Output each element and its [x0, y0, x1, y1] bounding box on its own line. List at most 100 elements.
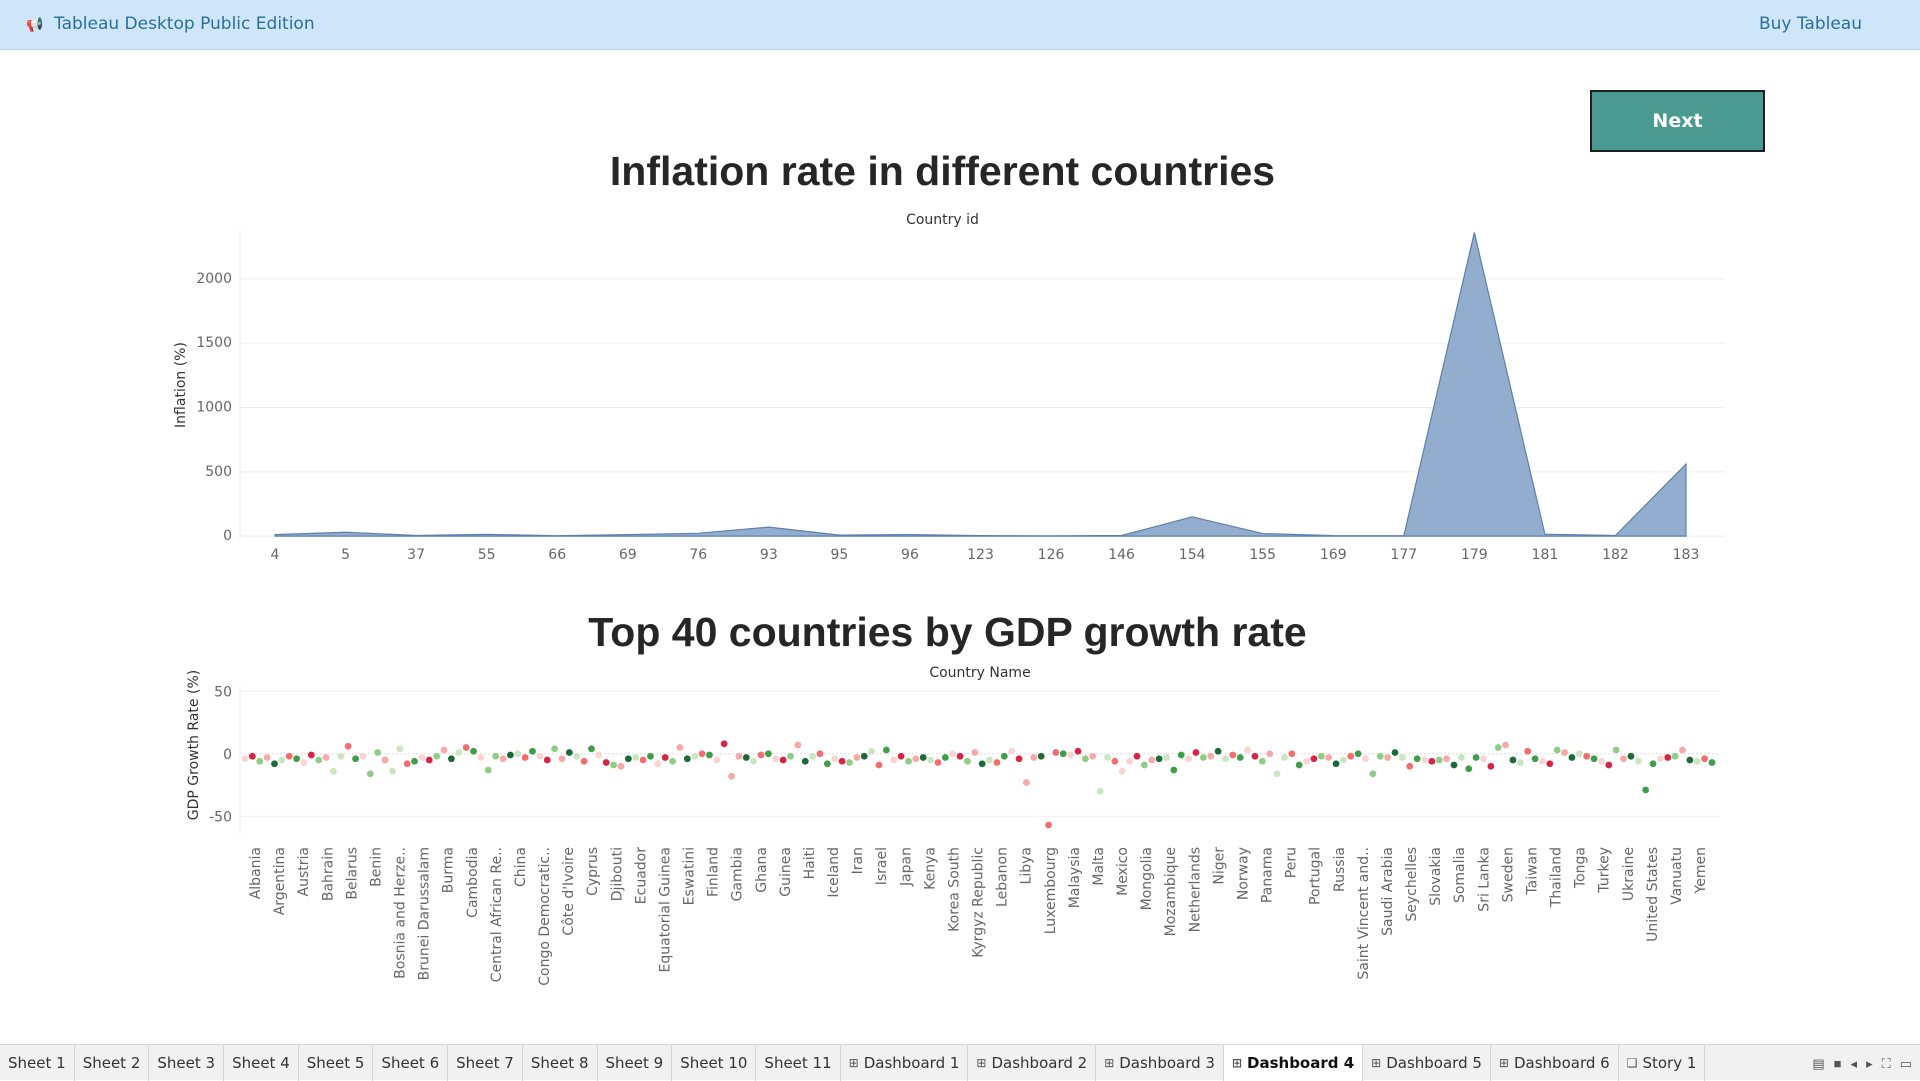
- gdp-dot[interactable]: [1398, 754, 1406, 761]
- gdp-dot[interactable]: [956, 752, 964, 760]
- gdp-dot[interactable]: [1649, 760, 1657, 768]
- gdp-dot[interactable]: [1679, 746, 1686, 754]
- gdp-dot[interactable]: [381, 756, 389, 764]
- gdp-dot[interactable]: [905, 757, 912, 765]
- gdp-dot[interactable]: [448, 755, 455, 763]
- gdp-dot[interactable]: [248, 752, 256, 760]
- gdp-dot[interactable]: [1192, 749, 1200, 756]
- gdp-dot[interactable]: [846, 759, 853, 766]
- gdp-dot[interactable]: [838, 757, 846, 765]
- gdp-dot[interactable]: [1347, 752, 1355, 760]
- gdp-dot[interactable]: [506, 751, 514, 759]
- gdp-dot[interactable]: [1015, 755, 1023, 763]
- gdp-dot[interactable]: [809, 752, 817, 760]
- gdp-dot[interactable]: [1502, 741, 1509, 749]
- gdp-dot[interactable]: [912, 755, 920, 763]
- gdp-dot[interactable]: [565, 749, 573, 756]
- gdp-dot[interactable]: [1546, 760, 1554, 768]
- gdp-dot[interactable]: [1642, 786, 1650, 794]
- gdp-dot[interactable]: [1163, 754, 1170, 761]
- gdp-dot[interactable]: [455, 749, 463, 756]
- gdp-dot[interactable]: [610, 761, 617, 769]
- gdp-dot[interactable]: [1273, 770, 1281, 778]
- gdp-dot[interactable]: [1701, 755, 1709, 763]
- scroll-left-icon[interactable]: ◂: [1850, 1056, 1858, 1071]
- gdp-dot[interactable]: [1332, 760, 1340, 768]
- gdp-dot[interactable]: [1671, 752, 1679, 760]
- gdp-dot[interactable]: [1023, 779, 1030, 786]
- gdp-dot[interactable]: [1251, 752, 1259, 760]
- gdp-dot[interactable]: [1126, 757, 1134, 765]
- tab-sheet-5[interactable]: Sheet 5: [299, 1045, 374, 1081]
- gdp-dot[interactable]: [1598, 757, 1605, 765]
- gdp-dot[interactable]: [1052, 749, 1060, 756]
- gdp-dot[interactable]: [1317, 752, 1325, 760]
- gdp-dot[interactable]: [529, 747, 536, 755]
- gdp-dot[interactable]: [1354, 750, 1362, 758]
- tab-sheet-3[interactable]: Sheet 3: [149, 1045, 225, 1081]
- gdp-dot[interactable]: [1465, 765, 1473, 773]
- gdp-dot[interactable]: [728, 772, 735, 780]
- gdp-dot[interactable]: [713, 756, 721, 764]
- gdp-dot[interactable]: [1000, 752, 1008, 760]
- gdp-dot[interactable]: [1222, 755, 1229, 763]
- gdp-dot[interactable]: [543, 756, 551, 764]
- gdp-dot[interactable]: [669, 757, 676, 765]
- gdp-dot[interactable]: [352, 755, 359, 763]
- gdp-dot[interactable]: [1030, 754, 1038, 761]
- gdp-dot[interactable]: [1045, 821, 1052, 829]
- show-tabs-icon[interactable]: ■: [1833, 1056, 1842, 1071]
- gdp-dot[interactable]: [1177, 751, 1185, 759]
- gdp-dot[interactable]: [750, 757, 758, 765]
- gdp-dot[interactable]: [330, 767, 337, 775]
- gdp-dot[interactable]: [1605, 761, 1613, 769]
- gdp-dot[interactable]: [241, 755, 249, 763]
- gdp-dot[interactable]: [1155, 755, 1163, 763]
- gdp-dot[interactable]: [484, 766, 492, 774]
- gdp-dot[interactable]: [875, 761, 883, 769]
- gdp-dot[interactable]: [757, 751, 765, 759]
- gdp-dot[interactable]: [706, 751, 713, 759]
- gdp-dot[interactable]: [934, 759, 942, 766]
- gdp-dot[interactable]: [1553, 746, 1561, 754]
- gdp-dot[interactable]: [271, 760, 278, 768]
- gdp-dot[interactable]: [536, 752, 544, 760]
- gdp-dot[interactable]: [765, 750, 772, 758]
- gdp-dot[interactable]: [293, 755, 301, 763]
- gdp-dot[interactable]: [1472, 754, 1480, 761]
- gdp-dot[interactable]: [831, 755, 839, 763]
- gdp-dot[interactable]: [1391, 749, 1399, 756]
- gdp-dot[interactable]: [1096, 787, 1104, 795]
- gdp-dot[interactable]: [1170, 766, 1178, 774]
- tab-dashboard-1[interactable]: ⊞ Dashboard 1: [841, 1045, 969, 1081]
- gdp-dot[interactable]: [1369, 770, 1377, 778]
- gdp-dot[interactable]: [1575, 750, 1583, 758]
- gdp-dot[interactable]: [514, 750, 522, 758]
- gdp-dot[interactable]: [897, 752, 905, 760]
- gdp-dot[interactable]: [285, 752, 293, 760]
- gdp-dot[interactable]: [941, 754, 949, 761]
- gdp-dot[interactable]: [1236, 754, 1244, 761]
- gdp-dot[interactable]: [1531, 755, 1539, 763]
- gdp-dot[interactable]: [1634, 757, 1642, 765]
- gdp-dot[interactable]: [1199, 754, 1207, 761]
- gdp-dot[interactable]: [278, 756, 286, 764]
- gdp-dot[interactable]: [1620, 755, 1627, 763]
- tab-sheet-11[interactable]: Sheet 11: [756, 1045, 841, 1081]
- gdp-dot[interactable]: [411, 757, 418, 765]
- gdp-dot[interactable]: [1509, 756, 1517, 764]
- gdp-dot[interactable]: [462, 744, 470, 751]
- gdp-dot[interactable]: [1288, 750, 1296, 758]
- scroll-right-icon[interactable]: ▸: [1866, 1056, 1873, 1071]
- gdp-dot[interactable]: [433, 752, 441, 760]
- next-button[interactable]: Next: [1590, 90, 1765, 152]
- gdp-dot[interactable]: [1421, 756, 1428, 764]
- gdp-dot[interactable]: [654, 760, 662, 768]
- gdp-dot[interactable]: [890, 756, 898, 764]
- gdp-dot[interactable]: [683, 755, 691, 763]
- tab-dashboard-3[interactable]: ⊞ Dashboard 3: [1096, 1045, 1224, 1081]
- tab-dashboard-6[interactable]: ⊞ Dashboard 6: [1491, 1045, 1619, 1081]
- gdp-dot[interactable]: [1686, 756, 1694, 764]
- gdp-dot[interactable]: [1612, 746, 1620, 754]
- gdp-dot[interactable]: [1539, 757, 1546, 765]
